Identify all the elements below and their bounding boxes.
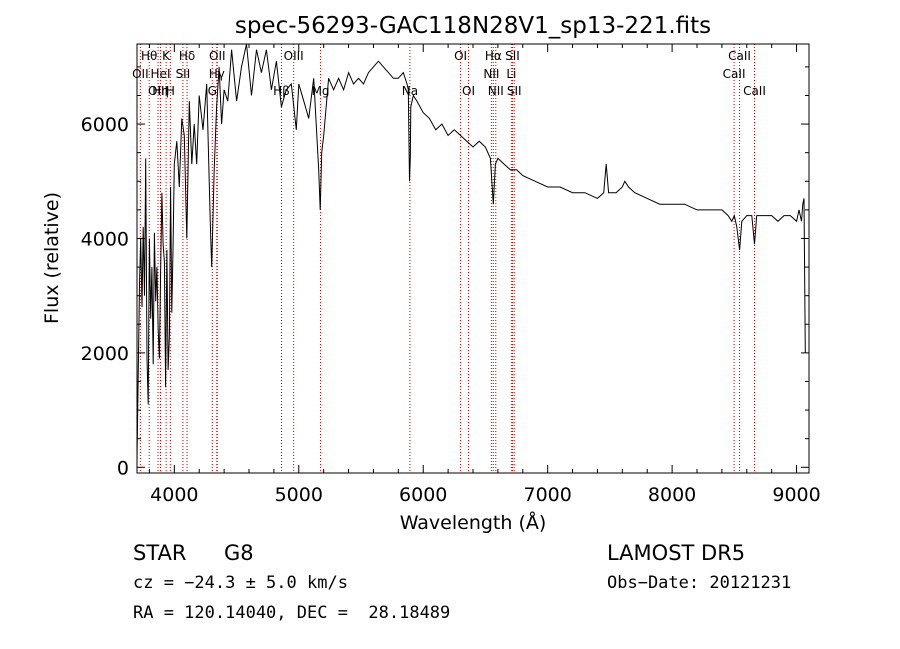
- observation-date: Obs−Date: 20121231: [607, 573, 792, 593]
- x-tick-label: 6000: [399, 484, 447, 506]
- line-label: Hη: [152, 84, 169, 98]
- object-class: STAR: [133, 541, 187, 565]
- line-label: SII: [505, 49, 520, 63]
- line-label: H: [166, 84, 175, 98]
- spectrum-line: [136, 43, 806, 462]
- line-label: OII: [132, 67, 149, 81]
- ra-dec-coordinates: RA = 120.14040, DEC = 28.18489: [133, 603, 451, 623]
- line-label: Li: [506, 67, 516, 81]
- line-label: OII: [209, 49, 226, 63]
- y-tick-label: 2000: [81, 343, 129, 365]
- line-label: K: [162, 49, 171, 63]
- line-label: OIII: [148, 84, 168, 98]
- axis-ticks: 4000 5000 6000 7000 8000 9000 0 2000 4000 6000: [81, 44, 821, 506]
- plot-frame: [136, 43, 810, 474]
- line-label: Hγ: [209, 67, 225, 81]
- spectral-subclass: G8: [224, 541, 254, 565]
- line-label: Hβ: [273, 84, 290, 98]
- line-label: Hδ: [179, 49, 195, 63]
- y-axis-label: Flux (relative): [41, 192, 63, 324]
- line-label: OI: [454, 49, 467, 63]
- x-tick-label: 7000: [523, 484, 571, 506]
- line-label: NII: [488, 84, 504, 98]
- line-label: OI: [462, 84, 475, 98]
- line-label: SII: [507, 84, 522, 98]
- line-label: G: [208, 84, 217, 98]
- line-label: CaII: [743, 84, 766, 98]
- x-tick-label: 4000: [150, 484, 198, 506]
- line-label: CaII: [723, 67, 746, 81]
- line-marker-layer: [139, 44, 755, 473]
- x-tick-label: 9000: [772, 484, 820, 506]
- line-label: SII: [176, 67, 191, 81]
- x-tick-label: 8000: [648, 484, 696, 506]
- line-label: Hθ: [141, 49, 157, 63]
- line-label: Hα: [485, 49, 502, 63]
- x-tick-label: 5000: [275, 484, 323, 506]
- y-tick-label: 4000: [81, 228, 129, 250]
- line-label: NII: [483, 67, 499, 81]
- line-label: Na: [402, 84, 418, 98]
- line-label: Mg: [312, 84, 330, 98]
- line-label: OIII: [284, 49, 304, 63]
- line-label: CaII: [728, 49, 751, 63]
- y-tick-label: 6000: [81, 114, 129, 136]
- x-axis-label: Wavelength (Å): [400, 511, 547, 534]
- y-tick-label: 0: [117, 457, 129, 479]
- redshift-cz: cz = −24.3 ± 5.0 km/s: [133, 573, 348, 593]
- chart-title: spec-56293-GAC118N28V1_sp13-221.fits: [235, 13, 711, 39]
- line-label: HeI: [151, 67, 171, 81]
- survey-name: LAMOST DR5: [607, 541, 746, 565]
